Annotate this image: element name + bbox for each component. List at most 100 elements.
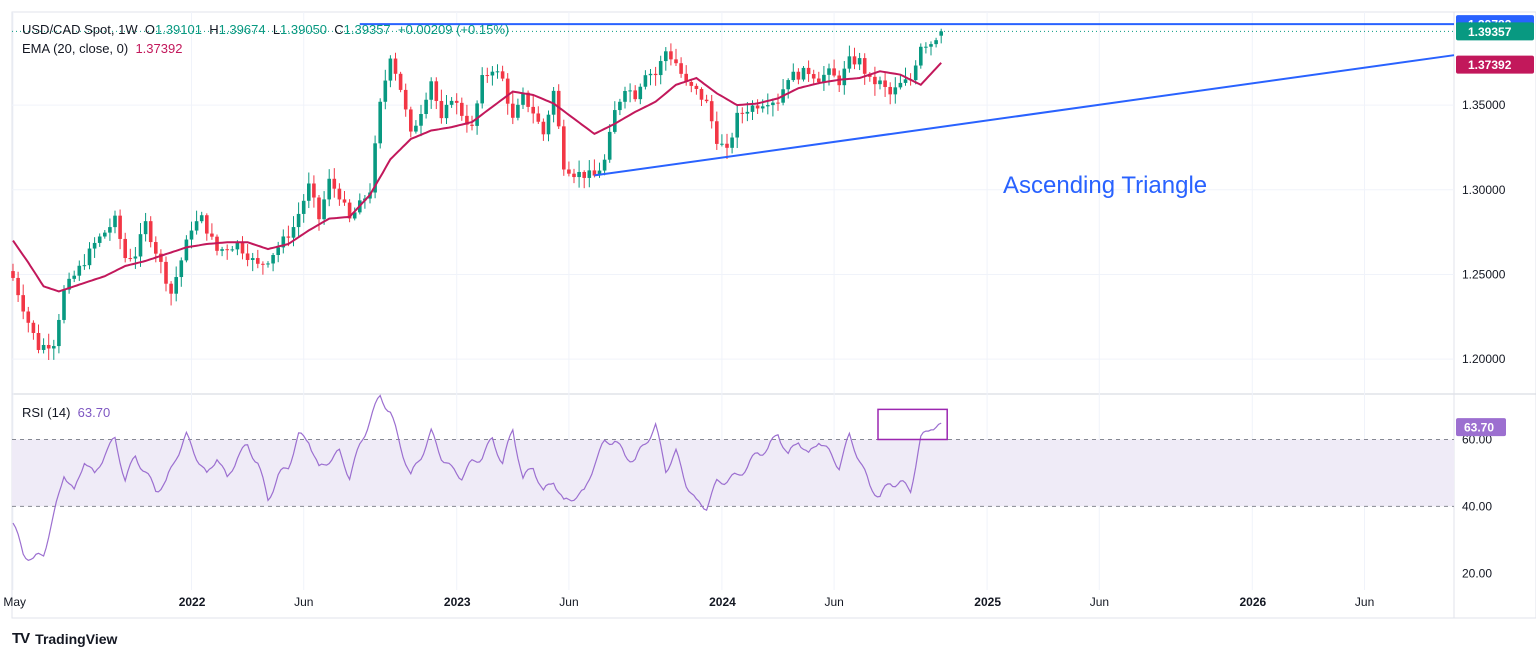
time-tick-label: Jun	[294, 595, 313, 609]
candle-body	[699, 88, 704, 100]
candle-body	[638, 86, 643, 100]
candle-body	[862, 58, 867, 74]
candle-body	[184, 239, 189, 261]
candle-body	[62, 289, 66, 320]
price-tag	[1456, 22, 1534, 41]
candle-body	[776, 102, 780, 104]
candle-body	[653, 73, 658, 76]
candle-body	[113, 215, 117, 228]
candle-body	[750, 105, 755, 112]
rsi-tag-label: 63.70	[1464, 421, 1494, 435]
candle-body	[485, 75, 490, 77]
candle-body	[715, 121, 719, 144]
candle-body	[893, 87, 898, 95]
candle-body	[199, 215, 204, 222]
candle-body	[230, 249, 235, 251]
candle-body	[664, 51, 668, 62]
candle-body	[796, 71, 801, 80]
candle-body	[511, 103, 515, 118]
candle-body	[913, 65, 918, 81]
candle-body	[31, 322, 36, 333]
candle-body	[16, 277, 20, 296]
candle-body	[383, 80, 388, 102]
candle-body	[87, 248, 92, 266]
candle-body	[919, 46, 923, 66]
candle-body	[786, 80, 790, 90]
candle-body	[648, 73, 653, 76]
candle-body	[103, 232, 107, 237]
candle-body	[250, 258, 255, 260]
price-tick-label: 1.20000	[1462, 352, 1506, 366]
rsi-tick-label: 20.00	[1462, 566, 1492, 580]
candle-body	[562, 126, 566, 170]
candle-body	[475, 103, 479, 126]
candle-body	[505, 78, 510, 104]
candle-body	[449, 100, 454, 105]
candle-body	[322, 199, 326, 220]
candle-body	[108, 227, 112, 233]
price-tick-label: 1.25000	[1462, 267, 1506, 281]
legend-high-label: H	[209, 22, 219, 37]
candle-body	[740, 112, 745, 114]
candle-body	[393, 58, 398, 74]
candle-body	[745, 111, 750, 114]
candle-body	[138, 234, 143, 257]
candle-body	[169, 283, 173, 294]
candle-body	[597, 170, 602, 176]
candle-body	[587, 170, 592, 178]
candle-body	[424, 99, 428, 115]
candle-body	[771, 102, 775, 106]
rsi-legend: RSI (14) 63.70	[22, 405, 110, 420]
candle-body	[205, 215, 209, 234]
candle-body	[684, 73, 688, 82]
candle-body	[398, 73, 403, 90]
candle-body	[929, 44, 933, 47]
candle-body	[337, 188, 342, 200]
candle-body	[291, 227, 296, 238]
candle-body	[143, 221, 148, 235]
candle-body	[817, 78, 821, 83]
candle-body	[460, 102, 464, 116]
candle-body	[77, 265, 82, 276]
candle-body	[26, 311, 31, 323]
candle-body	[755, 105, 760, 109]
candle-body	[439, 100, 444, 119]
legend-low: 1.39050	[280, 22, 328, 37]
candle-body	[133, 256, 138, 259]
candle-body	[57, 319, 61, 347]
candle-body	[429, 81, 433, 100]
candle-body	[21, 295, 25, 312]
candle-body	[735, 112, 739, 138]
candle-body	[567, 169, 571, 174]
candle-body	[11, 271, 15, 278]
candle-body	[92, 242, 97, 249]
rsi-band	[12, 439, 1454, 507]
candle-body	[898, 82, 903, 88]
legend-open: 1.39101	[154, 22, 202, 37]
candle-body	[628, 90, 632, 92]
candle-body	[934, 40, 938, 45]
candle-body	[607, 131, 612, 160]
candle-body	[245, 253, 250, 260]
candle-body	[118, 215, 122, 239]
candle-body	[709, 101, 714, 122]
candle-body	[883, 80, 887, 87]
candle-body	[592, 170, 597, 176]
candle-body	[873, 76, 877, 85]
candle-body	[847, 56, 852, 69]
candle-body	[179, 260, 184, 278]
legend-close-label: C	[334, 22, 344, 37]
candle-body	[352, 212, 357, 219]
price-tick-label: 1.35000	[1462, 98, 1506, 112]
candle-body	[903, 79, 908, 83]
candle-body	[97, 236, 102, 243]
candle-body	[307, 183, 311, 201]
price-tag-label: 1.37392	[1468, 58, 1512, 72]
candle-body	[36, 332, 41, 350]
candle-body	[536, 113, 541, 122]
candle-body	[806, 67, 811, 75]
candle-body	[730, 137, 734, 148]
candle-body	[689, 81, 694, 86]
candle-body	[82, 265, 87, 267]
